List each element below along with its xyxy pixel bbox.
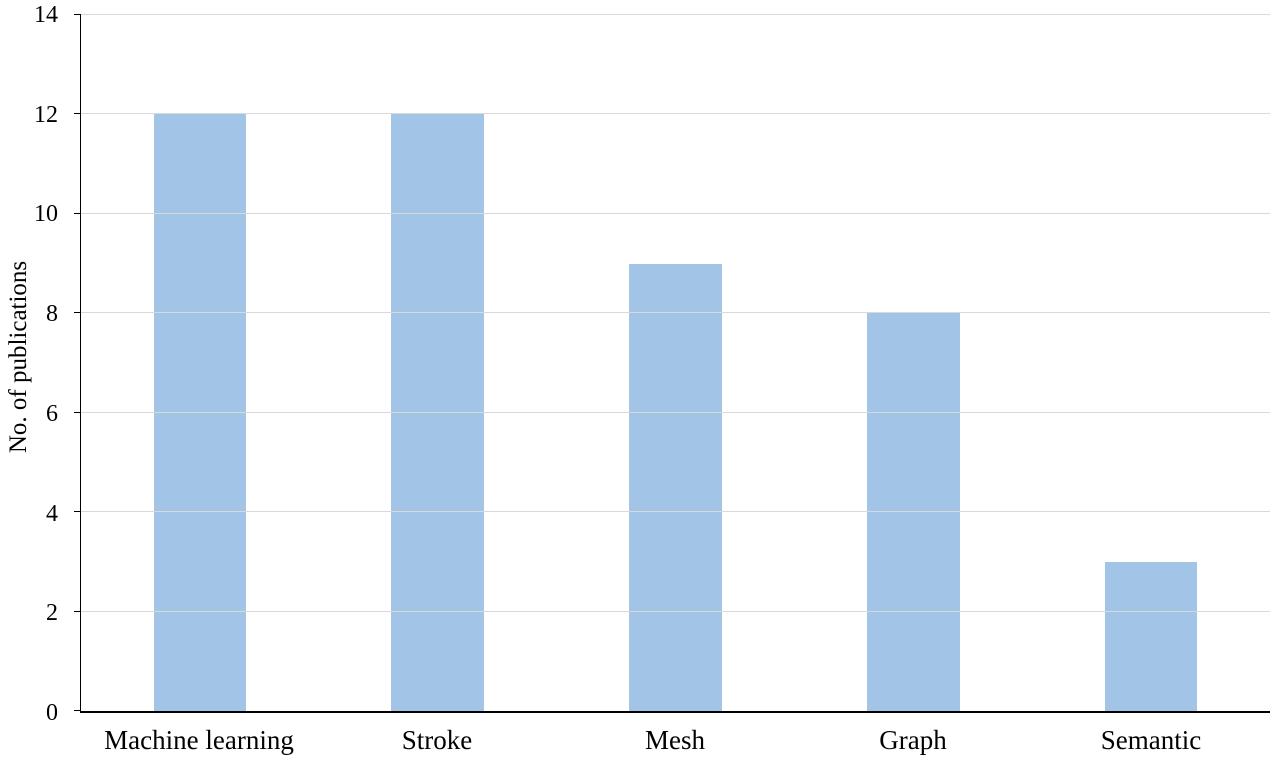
gridline: [81, 610, 1270, 612]
y-axis-tick-mark: [74, 511, 81, 513]
bar-slot: [557, 15, 795, 711]
plot-area: [74, 14, 1270, 713]
y-tick-label: 2: [46, 600, 58, 627]
x-tick-label: Graph: [879, 725, 947, 755]
bar-machine-learning: [153, 114, 247, 711]
y-axis-tick-mark: [74, 312, 81, 314]
y-tick-label: 12: [34, 101, 58, 128]
bar-slot: [319, 15, 557, 711]
bar-slot: [81, 15, 319, 711]
x-tick-label: Semantic: [1100, 725, 1202, 755]
y-axis-tick-mark: [74, 710, 81, 711]
y-axis-tick-mark: [74, 212, 81, 214]
gridline: [81, 113, 1270, 115]
gridline: [81, 312, 1270, 314]
bar-stroke: [391, 114, 485, 711]
gridline: [81, 511, 1270, 513]
gridline: [81, 14, 1270, 15]
y-axis-tick-labels: 0 2 4 6 8 10 12 14: [0, 3, 72, 725]
x-axis-tick-labels: Machine learning Stroke Mesh Graph Semantic: [80, 720, 1270, 760]
x-tick-label: Stroke: [401, 725, 473, 755]
y-axis-tick-mark: [74, 113, 81, 115]
y-axis-tick-mark: [74, 610, 81, 612]
gridline: [81, 212, 1270, 214]
bar-semantic: [1104, 561, 1198, 711]
bar-slot: [794, 15, 1032, 711]
y-axis-tick-mark: [74, 411, 81, 413]
x-tick-label: Mesh: [645, 725, 705, 755]
y-tick-label: 10: [34, 201, 58, 228]
bars-group: [81, 15, 1270, 711]
y-tick-label: 8: [46, 301, 58, 328]
gridline: [81, 411, 1270, 413]
y-axis-tick-mark: [74, 14, 81, 15]
y-tick-label: 6: [46, 400, 58, 427]
x-tick-label: Machine learning: [104, 725, 294, 755]
bar-mesh: [629, 263, 722, 711]
y-tick-label: 0: [46, 700, 58, 726]
y-tick-label: 14: [34, 2, 58, 28]
y-tick-label: 4: [46, 500, 58, 527]
bar-slot: [1032, 15, 1270, 711]
